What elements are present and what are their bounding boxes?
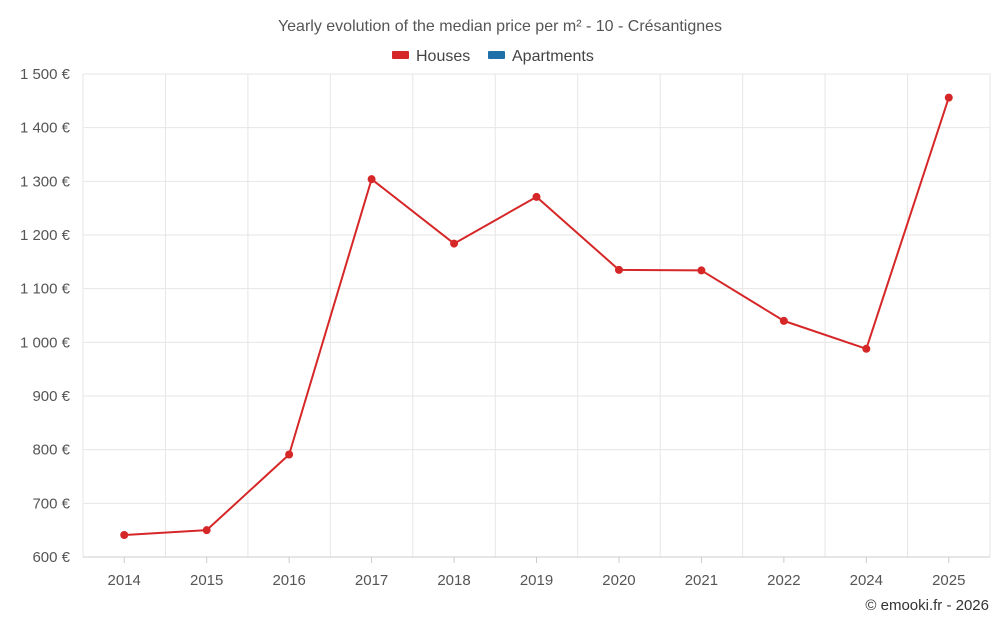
y-tick-label: 900 €: [32, 388, 70, 405]
y-tick-label: 1 400 €: [20, 120, 71, 137]
chart-title: Yearly evolution of the median price per…: [278, 18, 722, 35]
data-point[interactable]: [697, 266, 706, 275]
y-tick-label: 700 €: [32, 495, 70, 512]
legend-item-houses[interactable]: Houses: [392, 48, 470, 65]
x-tick-label: 2021: [685, 572, 718, 589]
y-tick-label: 1 100 €: [20, 281, 71, 298]
x-tick-label: 2024: [850, 572, 883, 589]
y-tick-label: 1 500 €: [20, 66, 71, 83]
data-point[interactable]: [450, 239, 459, 248]
y-tick-label: 1 000 €: [20, 334, 71, 351]
x-tick-label: 2015: [190, 572, 223, 589]
data-point[interactable]: [944, 93, 953, 102]
data-point[interactable]: [779, 316, 788, 325]
legend-swatch-apartments: [488, 51, 505, 59]
data-point[interactable]: [614, 265, 623, 274]
x-tick-label: 2018: [437, 572, 470, 589]
legend-swatch-houses: [392, 51, 409, 59]
x-tick-label: 2020: [602, 572, 635, 589]
data-point[interactable]: [285, 450, 294, 459]
x-tick-label: 2022: [767, 572, 800, 589]
data-point[interactable]: [367, 175, 376, 184]
grid: [82, 73, 991, 558]
x-axis: 2014 2015 2016 2017 2018 2019 2020 2021 2022 2024…: [83, 556, 990, 589]
data-point[interactable]: [202, 526, 211, 535]
credit-text: © emooki.fr - 2026: [865, 597, 989, 614]
series-houses: [120, 93, 953, 539]
y-tick-label: 600 €: [32, 549, 70, 566]
legend: Houses Apartments: [392, 48, 594, 65]
y-tick-label: 800 €: [32, 442, 70, 459]
y-axis: 600 € 700 € 800 € 900 € 1 000 € 1 100 € 1 200 …: [20, 66, 71, 566]
legend-item-apartments[interactable]: Apartments: [488, 48, 594, 65]
x-tick-label: 2016: [272, 572, 305, 589]
y-tick-label: 1 200 €: [20, 227, 71, 244]
data-point[interactable]: [120, 530, 129, 539]
data-point[interactable]: [532, 192, 541, 201]
x-tick-label: 2025: [932, 572, 965, 589]
legend-label-apartments: Apartments: [512, 48, 594, 65]
y-tick-label: 1 300 €: [20, 173, 71, 190]
data-point[interactable]: [862, 344, 871, 353]
legend-label-houses: Houses: [416, 48, 470, 65]
x-tick-label: 2019: [520, 572, 553, 589]
x-tick-label: 2014: [108, 572, 141, 589]
x-tick-label: 2017: [355, 572, 388, 589]
